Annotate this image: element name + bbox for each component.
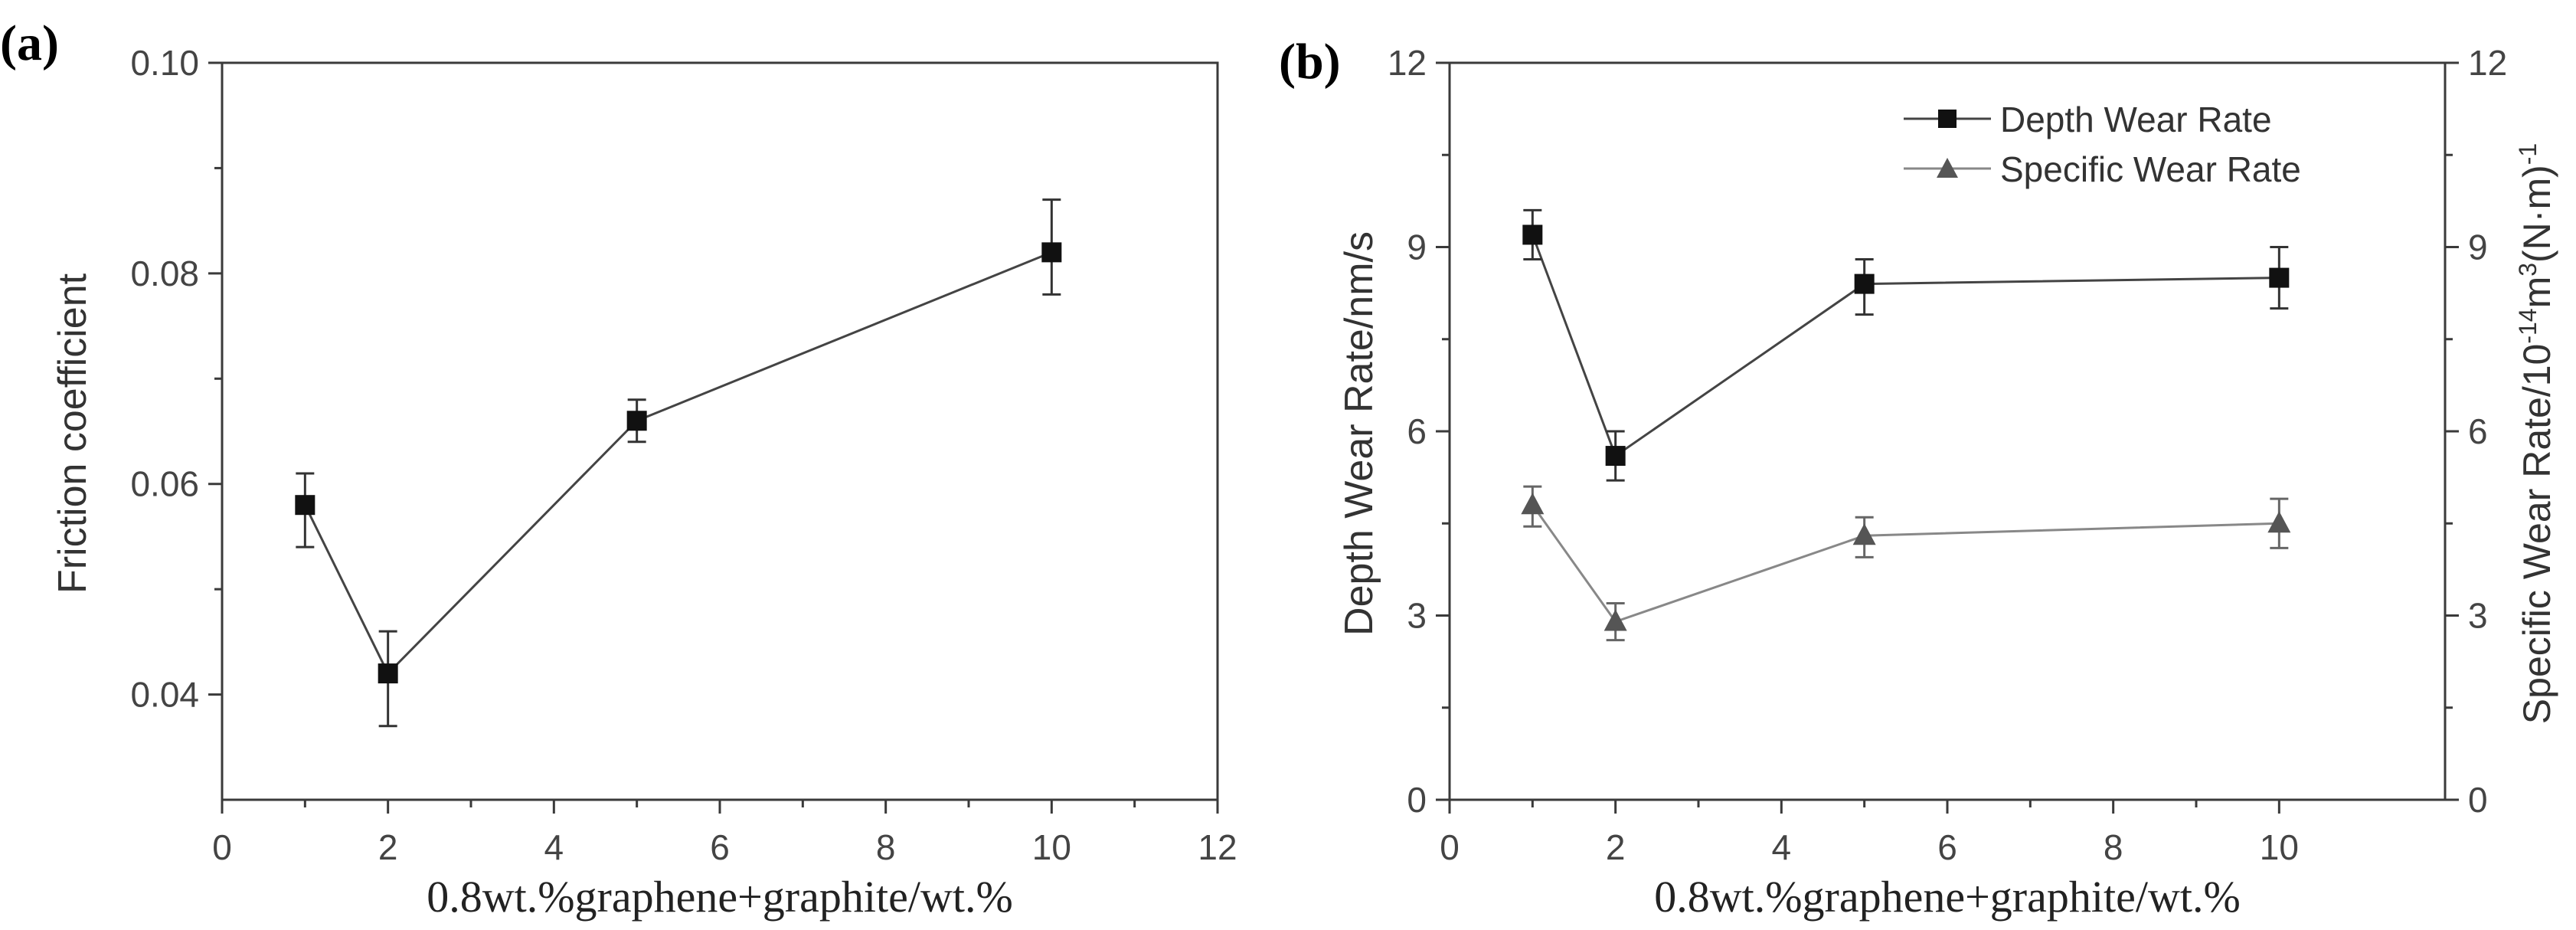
y-tick-label: 6: [1407, 411, 1427, 451]
data-point-square: [295, 495, 315, 516]
y-tick-label: 0.10: [130, 43, 199, 83]
y-right-tick-label: 0: [2468, 780, 2488, 820]
data-point-square: [626, 411, 647, 431]
x-tick-label: 10: [2260, 827, 2299, 867]
panel-a-error-bars: [296, 198, 1061, 728]
x-tick-label: 0: [212, 827, 232, 867]
data-point-square: [1605, 446, 1626, 467]
y-right-tick-label: 12: [2468, 43, 2507, 83]
y-right-tick-label: 3: [2468, 596, 2488, 636]
y-tick-label: 3: [1407, 596, 1427, 636]
x-tick-label: 2: [1606, 827, 1626, 867]
ylabel-right-part-inv: -1: [2514, 143, 2542, 165]
data-point-square: [1522, 224, 1543, 245]
y-tick-label: 0.04: [130, 675, 199, 715]
y-tick-label: 0.08: [130, 254, 199, 293]
panel-b-ticks: 0 2 4 6 8 10 0 3 6 9 12 0 3 6 9 12: [1388, 43, 2507, 867]
x-tick-label: 6: [1937, 827, 1957, 867]
data-point-square: [378, 663, 398, 684]
legend-marker-specific: [1937, 158, 1958, 178]
panel-b-xlabel: 0.8wt.%graphene+graphite/wt.%: [1654, 872, 2241, 922]
panel-a-label: (a): [0, 15, 59, 71]
ylabel-right-part-nm: (N·m): [2516, 165, 2558, 263]
panel-b-ylabel-left: Depth Wear Rate/nm/s: [1337, 231, 1381, 636]
x-tick-label: 8: [2104, 827, 2123, 867]
panel-a-xlabel: 0.8wt.%graphene+graphite/wt.%: [427, 872, 1013, 922]
panel-b-series-lines: [1531, 234, 2280, 624]
ylabel-right-part-base: Specific Wear Rate/10: [2516, 344, 2558, 725]
panel-b: (b) 0 2 4 6 8 10 0 3 6 9 12 0 3 6 9 12 Depth Wear Rate …: [1279, 34, 2558, 922]
legend-label-specific: Specific Wear Rate: [2000, 149, 2301, 189]
panel-b-label: (b): [1279, 34, 1341, 90]
panel-b-markers: [1521, 224, 2291, 631]
x-tick-label: 8: [876, 827, 896, 867]
series-line-specific: [1532, 504, 2280, 624]
x-tick-label: 12: [1198, 827, 1237, 867]
y-right-tick-label: 6: [2468, 411, 2488, 451]
legend-marker-depth: [1938, 110, 1957, 128]
panel-b-error-bars: [1523, 208, 2289, 642]
panel-a-ticks: 0 2 4 6 8 10 12 0.04 0.06 0.08 0.10: [130, 43, 1237, 867]
series-line-depth: [1531, 234, 2280, 458]
ylabel-right-part-unit: m: [2516, 277, 2558, 309]
x-tick-label: 0: [1440, 827, 1460, 867]
data-point-square: [1041, 242, 1062, 263]
ylabel-right-part-exp: -14: [2514, 308, 2542, 343]
x-tick-label: 4: [544, 827, 564, 867]
panel-a-frame: [221, 61, 1219, 801]
data-point-triangle: [2267, 511, 2291, 533]
x-tick-label: 2: [378, 827, 398, 867]
data-point-triangle: [1603, 609, 1627, 631]
data-point-square: [1854, 273, 1875, 294]
x-tick-label: 10: [1032, 827, 1071, 867]
y-tick-label: 9: [1407, 228, 1427, 267]
legend-label-depth: Depth Wear Rate: [2000, 100, 2272, 139]
y-tick-label: 0: [1407, 780, 1427, 820]
y-right-tick-label: 9: [2468, 228, 2488, 267]
panel-a-markers: [295, 242, 1062, 684]
data-point-triangle: [1852, 523, 1876, 545]
data-point-triangle: [1521, 493, 1545, 515]
x-tick-label: 4: [1772, 827, 1792, 867]
panel-a-ylabel: Friction coefficient: [51, 273, 95, 594]
panel-b-legend: Depth Wear Rate Specific Wear Rate: [1904, 100, 2301, 189]
panel-b-ylabel-right: Specific Wear Rate/10-14m3(N·m)-1: [2514, 143, 2558, 724]
panel-a-series-lines: [303, 251, 1052, 676]
y-tick-label: 0.06: [130, 464, 199, 504]
data-point-square: [2269, 267, 2290, 288]
y-tick-label: 12: [1388, 43, 1427, 83]
panel-a: (a) 0 2 4 6 8 10 12 0.04 0.06 0.08 0.10 Friction c…: [0, 15, 1237, 922]
series-line-friction: [303, 251, 1052, 676]
x-tick-label: 6: [710, 827, 730, 867]
ylabel-right-part-cube: 3: [2514, 263, 2542, 277]
